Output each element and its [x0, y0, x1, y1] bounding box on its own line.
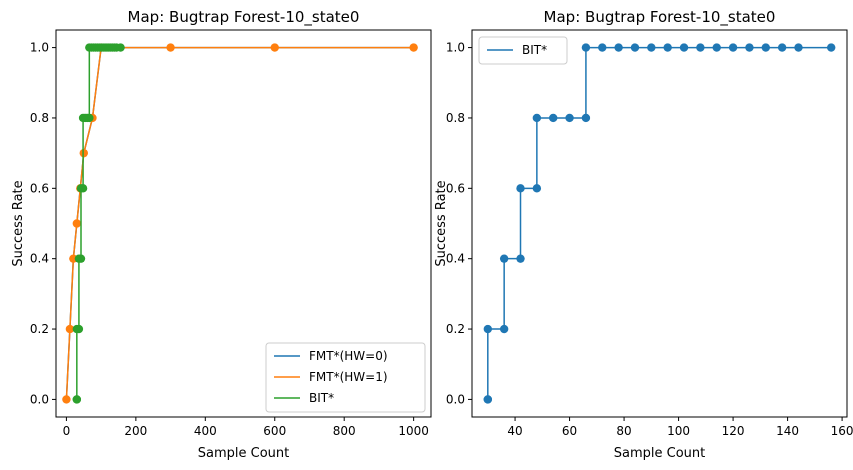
right-chart-xlabel: Sample Count — [614, 446, 705, 461]
right-chart-legend: BIT* — [478, 36, 568, 65]
right-y-tick-label: 0.2 — [446, 322, 465, 336]
left-legend-label: FMT*(HW=0) — [309, 349, 388, 363]
left-series-1-point — [409, 43, 418, 52]
left-x-tick-label: 800 — [333, 424, 356, 438]
right-x-tick-label: 140 — [776, 424, 799, 438]
right-series-0-point — [614, 43, 623, 52]
left-legend-label: FMT*(HW=1) — [309, 370, 388, 384]
right-x-tick-label: 40 — [507, 424, 522, 438]
right-chart: Map: Bugtrap Forest-10_state0 Sample Cou… — [434, 8, 853, 461]
right-series-0-point — [794, 43, 803, 52]
right-series-0-point — [549, 113, 558, 123]
left-chart-xlabel: Sample Count — [198, 446, 289, 461]
right-series-0-point — [679, 43, 689, 52]
right-series-0-point — [712, 43, 721, 52]
right-y-tick-label: 0.6 — [446, 181, 465, 195]
right-series-0-point — [499, 324, 509, 334]
left-y-tick-label: 0.6 — [30, 181, 49, 195]
left-series-2-point — [72, 395, 82, 404]
left-x-tick-label: 0 — [63, 424, 71, 438]
left-legend-label: BIT* — [309, 391, 334, 405]
right-y-tick-label: 0.8 — [446, 111, 465, 125]
right-series-0-point — [581, 113, 591, 123]
right-series-0-point — [565, 113, 574, 123]
right-series-0-point — [483, 395, 493, 404]
right-legend-frame — [478, 36, 568, 65]
right-series-0-point — [663, 43, 672, 52]
right-series-0-point — [532, 113, 542, 123]
right-series-0-point — [516, 184, 525, 193]
right-chart-plot-area — [483, 43, 836, 404]
right-chart-y-ticks: 0.0 0.2 0.4 0.6 0.8 1.0 — [446, 41, 472, 406]
left-x-tick-label: 200 — [124, 424, 147, 438]
left-y-tick-label: 1.0 — [30, 41, 49, 55]
right-y-tick-label: 1.0 — [446, 41, 465, 55]
right-series-0-point — [647, 43, 656, 52]
left-x-tick-label: 400 — [194, 424, 217, 438]
left-chart: Map: Bugtrap Forest-10_state0 Sample Cou… — [11, 8, 432, 461]
left-series-2-point — [85, 113, 94, 123]
right-chart-frame — [471, 29, 848, 418]
right-series-0-point — [483, 324, 493, 334]
right-series-0-point — [499, 254, 509, 263]
left-legend-frame — [265, 342, 426, 413]
right-series-0-point — [598, 43, 607, 52]
left-series-2-point — [74, 324, 84, 334]
left-series-2-point — [116, 43, 125, 52]
left-chart-plot-area — [62, 43, 418, 404]
right-series-0-point — [581, 43, 591, 52]
left-x-tick-label: 1000 — [398, 424, 429, 438]
right-x-tick-label: 160 — [831, 424, 853, 438]
right-series-0-point — [761, 43, 770, 52]
left-chart-x-ticks: 0 200 400 600 800 1000 — [63, 417, 429, 438]
right-x-tick-label: 80 — [616, 424, 631, 438]
left-series-1-point — [65, 324, 75, 334]
left-chart-legend: FMT*(HW=0) FMT*(HW=1) BIT* — [265, 342, 426, 413]
left-series-1-point — [72, 219, 82, 228]
right-series-0-point — [516, 254, 525, 263]
right-chart-x-ticks: 40 60 80 100 120 140 160 — [507, 417, 853, 438]
right-series-0-point — [745, 43, 754, 52]
right-series-0-point — [777, 43, 787, 52]
right-x-tick-label: 100 — [667, 424, 690, 438]
left-y-tick-label: 0.4 — [30, 252, 49, 266]
left-chart-frame — [55, 29, 432, 418]
right-legend-label: BIT* — [522, 43, 547, 57]
left-series-1-point — [270, 43, 279, 52]
left-series-2-point — [78, 184, 88, 193]
right-x-tick-label: 120 — [722, 424, 745, 438]
right-chart-ylabel: Success Rate — [434, 180, 449, 266]
left-series-1-point — [62, 395, 71, 404]
right-series-0-point — [532, 184, 542, 193]
left-series-1-point — [166, 43, 175, 52]
left-chart-ylabel: Success Rate — [11, 180, 26, 266]
left-y-tick-label: 0.0 — [30, 392, 49, 406]
right-chart-title: Map: Bugtrap Forest-10_state0 — [544, 8, 776, 27]
left-chart-title: Map: Bugtrap Forest-10_state0 — [128, 8, 360, 27]
right-y-tick-label: 0.4 — [446, 252, 465, 266]
left-chart-y-ticks: 0.0 0.2 0.4 0.6 0.8 1.0 — [30, 41, 56, 406]
right-series-0-point — [728, 43, 738, 52]
right-y-tick-label: 0.0 — [446, 392, 465, 406]
right-series-0-point — [826, 43, 836, 52]
left-y-tick-label: 0.2 — [30, 322, 49, 336]
left-x-tick-label: 600 — [263, 424, 286, 438]
right-x-tick-label: 60 — [562, 424, 577, 438]
left-y-tick-label: 0.8 — [30, 111, 49, 125]
right-series-0-point — [696, 43, 705, 52]
right-series-0-point — [630, 43, 640, 52]
left-series-2-point — [76, 254, 86, 263]
